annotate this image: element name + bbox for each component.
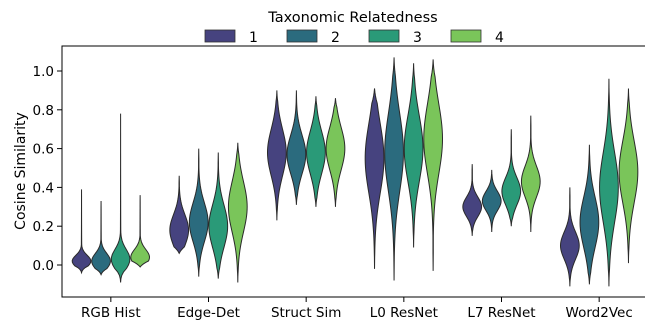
violins xyxy=(71,57,639,287)
y-tick-label: 0.8 xyxy=(33,103,54,119)
violin-1-struct-sim xyxy=(266,90,287,221)
violin-3-struct-sim xyxy=(306,96,326,207)
x-tick-label: L0 ResNet xyxy=(370,305,438,320)
x-tick-label: Word2Vec xyxy=(566,305,633,320)
y-tick-label: 0.4 xyxy=(33,180,54,196)
violin-3-edge-det xyxy=(208,152,229,279)
violin-3-word2vec xyxy=(599,78,619,287)
legend-swatch-2 xyxy=(286,29,318,43)
x-tick-label: L7 ResNet xyxy=(467,305,535,320)
violin-1-edge-det xyxy=(169,175,190,255)
legend-title: Taxonomic Relatedness xyxy=(267,10,437,26)
violin-4-struct-sim xyxy=(325,98,346,207)
legend-swatch-4 xyxy=(450,29,482,43)
violin-2-rgb-hist xyxy=(91,200,111,276)
violin-4-edge-det xyxy=(227,142,248,283)
x-tick-label: Struct Sim xyxy=(271,305,341,320)
legend-label-3: 3 xyxy=(413,30,422,46)
x-tick-label: Edge-Det xyxy=(177,305,240,320)
violin-3-rgb-hist xyxy=(110,113,131,283)
violin-4-word2vec xyxy=(618,88,639,264)
violin-1-l7-resnet xyxy=(462,164,483,236)
violin-1-l0-resnet xyxy=(364,88,385,269)
y-tick-label: 1.0 xyxy=(33,64,54,80)
violin-4-rgb-hist xyxy=(130,195,150,268)
violin-2-struct-sim xyxy=(286,90,307,205)
violin-4-l7-resnet xyxy=(520,115,541,233)
violin-2-l7-resnet xyxy=(481,169,502,233)
violin-4-l0-resnet xyxy=(423,59,444,271)
y-tick-label: 0.6 xyxy=(33,142,54,158)
y-axis: 0.0 0.2 0.4 0.6 0.8 1.0 xyxy=(33,64,62,274)
legend-swatch-3 xyxy=(368,29,400,43)
violin-1-word2vec xyxy=(559,187,580,287)
violin-2-l0-resnet xyxy=(384,57,404,281)
violin-2-edge-det xyxy=(188,148,209,277)
violin-2-word2vec xyxy=(579,144,600,285)
y-tick-label: 0.0 xyxy=(33,258,54,274)
x-axis: RGB Hist Edge-Det Struct Sim L0 ResNet L7 Re… xyxy=(81,297,633,321)
legend-label-1: 1 xyxy=(249,30,258,46)
x-tick-label: RGB Hist xyxy=(81,305,141,320)
legend: Taxonomic Relatedness 1 2 3 4 xyxy=(204,10,504,46)
y-tick-label: 0.2 xyxy=(33,219,54,235)
y-axis-label: Cosine Similarity xyxy=(13,112,29,230)
legend-label-4: 4 xyxy=(495,30,504,46)
legend-label-2: 2 xyxy=(331,30,340,46)
plot-frame xyxy=(61,45,645,298)
violin-3-l7-resnet xyxy=(501,129,522,227)
legend-swatch-1 xyxy=(204,29,236,43)
violin-3-l0-resnet xyxy=(403,63,424,248)
violin-1-rgb-hist xyxy=(71,189,92,275)
